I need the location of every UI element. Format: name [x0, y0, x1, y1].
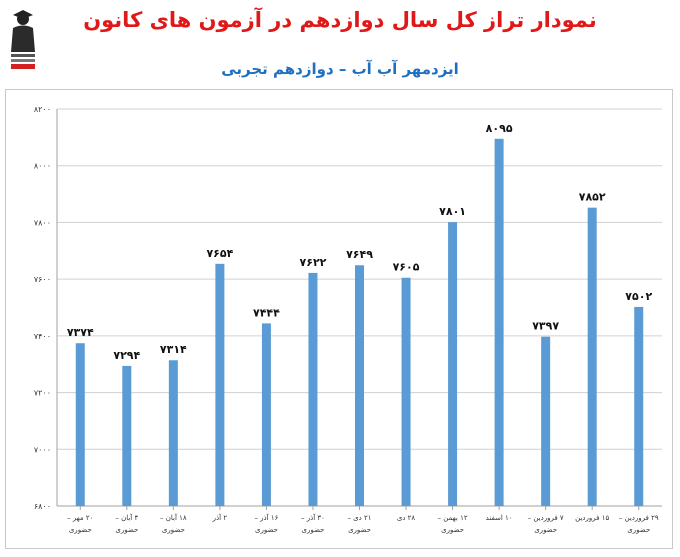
- y-tick-label: ۸۰۰۰: [34, 162, 51, 171]
- x-tick-label: ۲۰ مهر –: [67, 514, 93, 522]
- data-label: ۷۸۰۱: [439, 205, 466, 218]
- x-tick-label: حضوری: [255, 526, 278, 534]
- x-tick-label: ۱۰ اسفند: [486, 514, 513, 522]
- x-tick-label: ۱۲ بهمن –: [438, 514, 468, 522]
- bar: [215, 263, 225, 506]
- data-label: ۷۶۴۹: [346, 248, 373, 261]
- data-label: ۷۶۲۲: [300, 256, 327, 269]
- x-tick-label: ۲۸ دی: [397, 514, 416, 522]
- x-tick-label: ۷ فروردین –: [528, 514, 564, 522]
- data-label: ۷۴۴۴: [253, 306, 280, 319]
- data-label: ۸۰۹۵: [486, 122, 513, 135]
- x-tick-label: حضوری: [627, 526, 650, 534]
- y-tick-label: ۷۴۰۰: [34, 332, 51, 341]
- bar: [122, 365, 132, 506]
- data-label: ۷۳۹۷: [532, 320, 559, 333]
- y-tick-label: ۷۰۰۰: [34, 445, 51, 454]
- logo-icon: [6, 8, 40, 70]
- bar: [541, 336, 551, 506]
- bar: [75, 343, 85, 506]
- bar: [401, 277, 411, 506]
- data-label: ۷۸۵۲: [579, 191, 606, 204]
- data-label: ۷۵۰۲: [625, 290, 652, 303]
- x-tick-label: حضوری: [348, 526, 371, 534]
- bar: [308, 272, 318, 506]
- data-label: ۷۲۹۴: [113, 349, 140, 362]
- bar: [587, 207, 597, 506]
- bar: [168, 360, 178, 506]
- x-tick-label: ۲ آذر: [212, 513, 228, 522]
- x-tick-label: ۲۹ فروردین –: [619, 514, 659, 522]
- x-tick-label: حضوری: [162, 526, 185, 534]
- x-tick-label: ۱۸ آبان –: [160, 513, 187, 522]
- plot-frame: ۶۸۰۰ ۷۰۰۰ ۷۲۰۰ ۷۴۰۰ ۷۶۰۰ ۷۸۰۰ ۸۰۰۰ ۸۲۰۰ ۷۳۷۴ ۲۰ م…: [5, 89, 673, 549]
- x-tick-label: حضوری: [69, 526, 92, 534]
- y-tick-label: ۷۶۰۰: [34, 275, 51, 284]
- y-tick-label: ۷۸۰۰: [34, 218, 51, 227]
- data-label: ۷۳۱۴: [160, 343, 187, 356]
- bar: [261, 323, 271, 506]
- x-tick-label: ۴ آبان –: [115, 513, 138, 522]
- x-tick-label: ۱۵ فروردین: [575, 514, 609, 522]
- y-tick-label: ۸۲۰۰: [34, 105, 51, 114]
- x-tick-label: ۱۶ آذر –: [254, 513, 278, 522]
- bar: [494, 138, 504, 506]
- data-label: ۷۶۵۴: [206, 247, 233, 260]
- chart-subtitle: ایزدمهر آب آب – دوازدهم تجربی: [221, 60, 459, 78]
- data-label: ۷۶۰۵: [393, 261, 420, 274]
- bar: [355, 265, 364, 506]
- x-tick-label: حضوری: [302, 526, 325, 534]
- bar-chart: ۶۸۰۰ ۷۰۰۰ ۷۲۰۰ ۷۴۰۰ ۷۶۰۰ ۷۸۰۰ ۸۰۰۰ ۸۲۰۰ ۷۳۷۴ ۲۰ م…: [34, 105, 662, 534]
- chart-title: نمودار تراز کل سال دوازدهم در آزمون های …: [83, 8, 597, 32]
- y-tick-label: ۷۲۰۰: [34, 389, 51, 398]
- x-tick-label: ۳۰ آذر –: [301, 513, 325, 522]
- y-tick-label: ۶۸۰۰: [34, 502, 51, 511]
- x-tick-label: حضوری: [534, 526, 557, 534]
- data-label: ۷۳۷۴: [67, 326, 94, 339]
- bar: [634, 306, 644, 506]
- bar: [448, 222, 458, 506]
- x-tick-label: حضوری: [441, 526, 464, 534]
- x-tick-label: حضوری: [115, 526, 138, 534]
- x-tick-label: ۲۱ دی –: [347, 514, 371, 522]
